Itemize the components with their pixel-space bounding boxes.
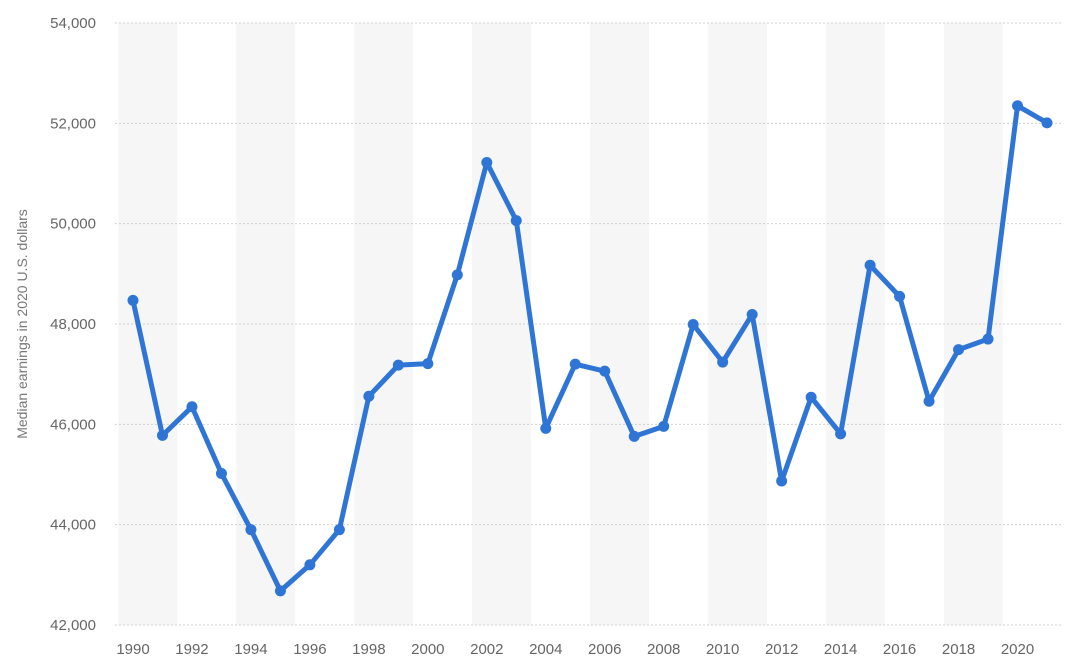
x-tick-label: 2014 — [824, 641, 857, 658]
data-point[interactable] — [1041, 117, 1053, 129]
x-tick-label: 2018 — [942, 641, 975, 658]
y-tick-label: 50,000 — [50, 216, 96, 233]
data-point[interactable] — [510, 215, 522, 227]
background-band — [236, 23, 296, 625]
x-tick-label: 2020 — [1001, 641, 1034, 658]
x-tick-label: 1998 — [352, 641, 385, 658]
data-point[interactable] — [245, 524, 257, 536]
data-point[interactable] — [776, 475, 788, 487]
grid-lines — [115, 22, 1062, 626]
data-point[interactable] — [304, 559, 316, 571]
data-point[interactable] — [628, 430, 640, 442]
x-tick-label: 2008 — [647, 641, 680, 658]
x-tick-label: 2000 — [411, 641, 444, 658]
data-point[interactable] — [422, 358, 434, 370]
y-tick-label: 48,000 — [50, 316, 96, 333]
series-line — [130, 103, 1050, 594]
y-tick-label: 54,000 — [50, 15, 96, 32]
x-tick-label: 2006 — [588, 641, 621, 658]
data-point[interactable] — [274, 585, 286, 597]
data-point[interactable] — [333, 524, 345, 536]
data-point[interactable] — [599, 365, 611, 377]
data-point[interactable] — [392, 359, 404, 371]
data-point[interactable] — [363, 390, 375, 402]
data-point[interactable] — [481, 156, 493, 168]
x-tick-label: 1996 — [293, 641, 326, 658]
data-point[interactable] — [127, 294, 139, 306]
data-point[interactable] — [982, 333, 994, 345]
data-point[interactable] — [923, 395, 935, 407]
data-point[interactable] — [687, 319, 699, 331]
data-point[interactable] — [569, 358, 581, 370]
data-point[interactable] — [864, 259, 876, 271]
data-point[interactable] — [835, 428, 847, 440]
y-tick-label: 46,000 — [50, 416, 96, 433]
y-tick-label: 44,000 — [50, 517, 96, 534]
data-point[interactable] — [186, 401, 198, 413]
x-tick-label: 2012 — [765, 641, 798, 658]
data-point[interactable] — [540, 422, 552, 434]
x-tick-label: 1992 — [175, 641, 208, 658]
data-point[interactable] — [805, 391, 817, 403]
background-band — [707, 23, 767, 625]
x-tick-label: 2010 — [706, 641, 739, 658]
data-point[interactable] — [156, 429, 168, 441]
y-axis-ticks: 42,000 44,000 46,000 48,000 50,000 52,000 54,0… — [50, 15, 96, 634]
y-tick-label: 42,000 — [50, 617, 96, 634]
x-tick-label: 1990 — [116, 641, 149, 658]
x-axis-ticks: 1990 1992 1994 1996 1998 2000 2002 2004 2006 2008… — [116, 641, 1034, 658]
y-tick-label: 52,000 — [50, 115, 96, 132]
data-point[interactable] — [717, 356, 729, 368]
y-axis-title: Median earnings in 2020 U.S. dollars — [14, 209, 30, 439]
data-point[interactable] — [746, 308, 758, 320]
data-point[interactable] — [894, 290, 906, 302]
x-tick-label: 2002 — [470, 641, 503, 658]
series-group — [127, 100, 1053, 597]
background-band — [472, 23, 532, 625]
x-tick-label: 2004 — [529, 641, 562, 658]
x-tick-label: 2016 — [883, 641, 916, 658]
data-point[interactable] — [953, 344, 965, 356]
data-point[interactable] — [1012, 100, 1024, 112]
data-point[interactable] — [451, 269, 463, 281]
x-tick-label: 1994 — [234, 641, 267, 658]
data-point[interactable] — [658, 420, 670, 432]
data-point[interactable] — [215, 467, 227, 479]
